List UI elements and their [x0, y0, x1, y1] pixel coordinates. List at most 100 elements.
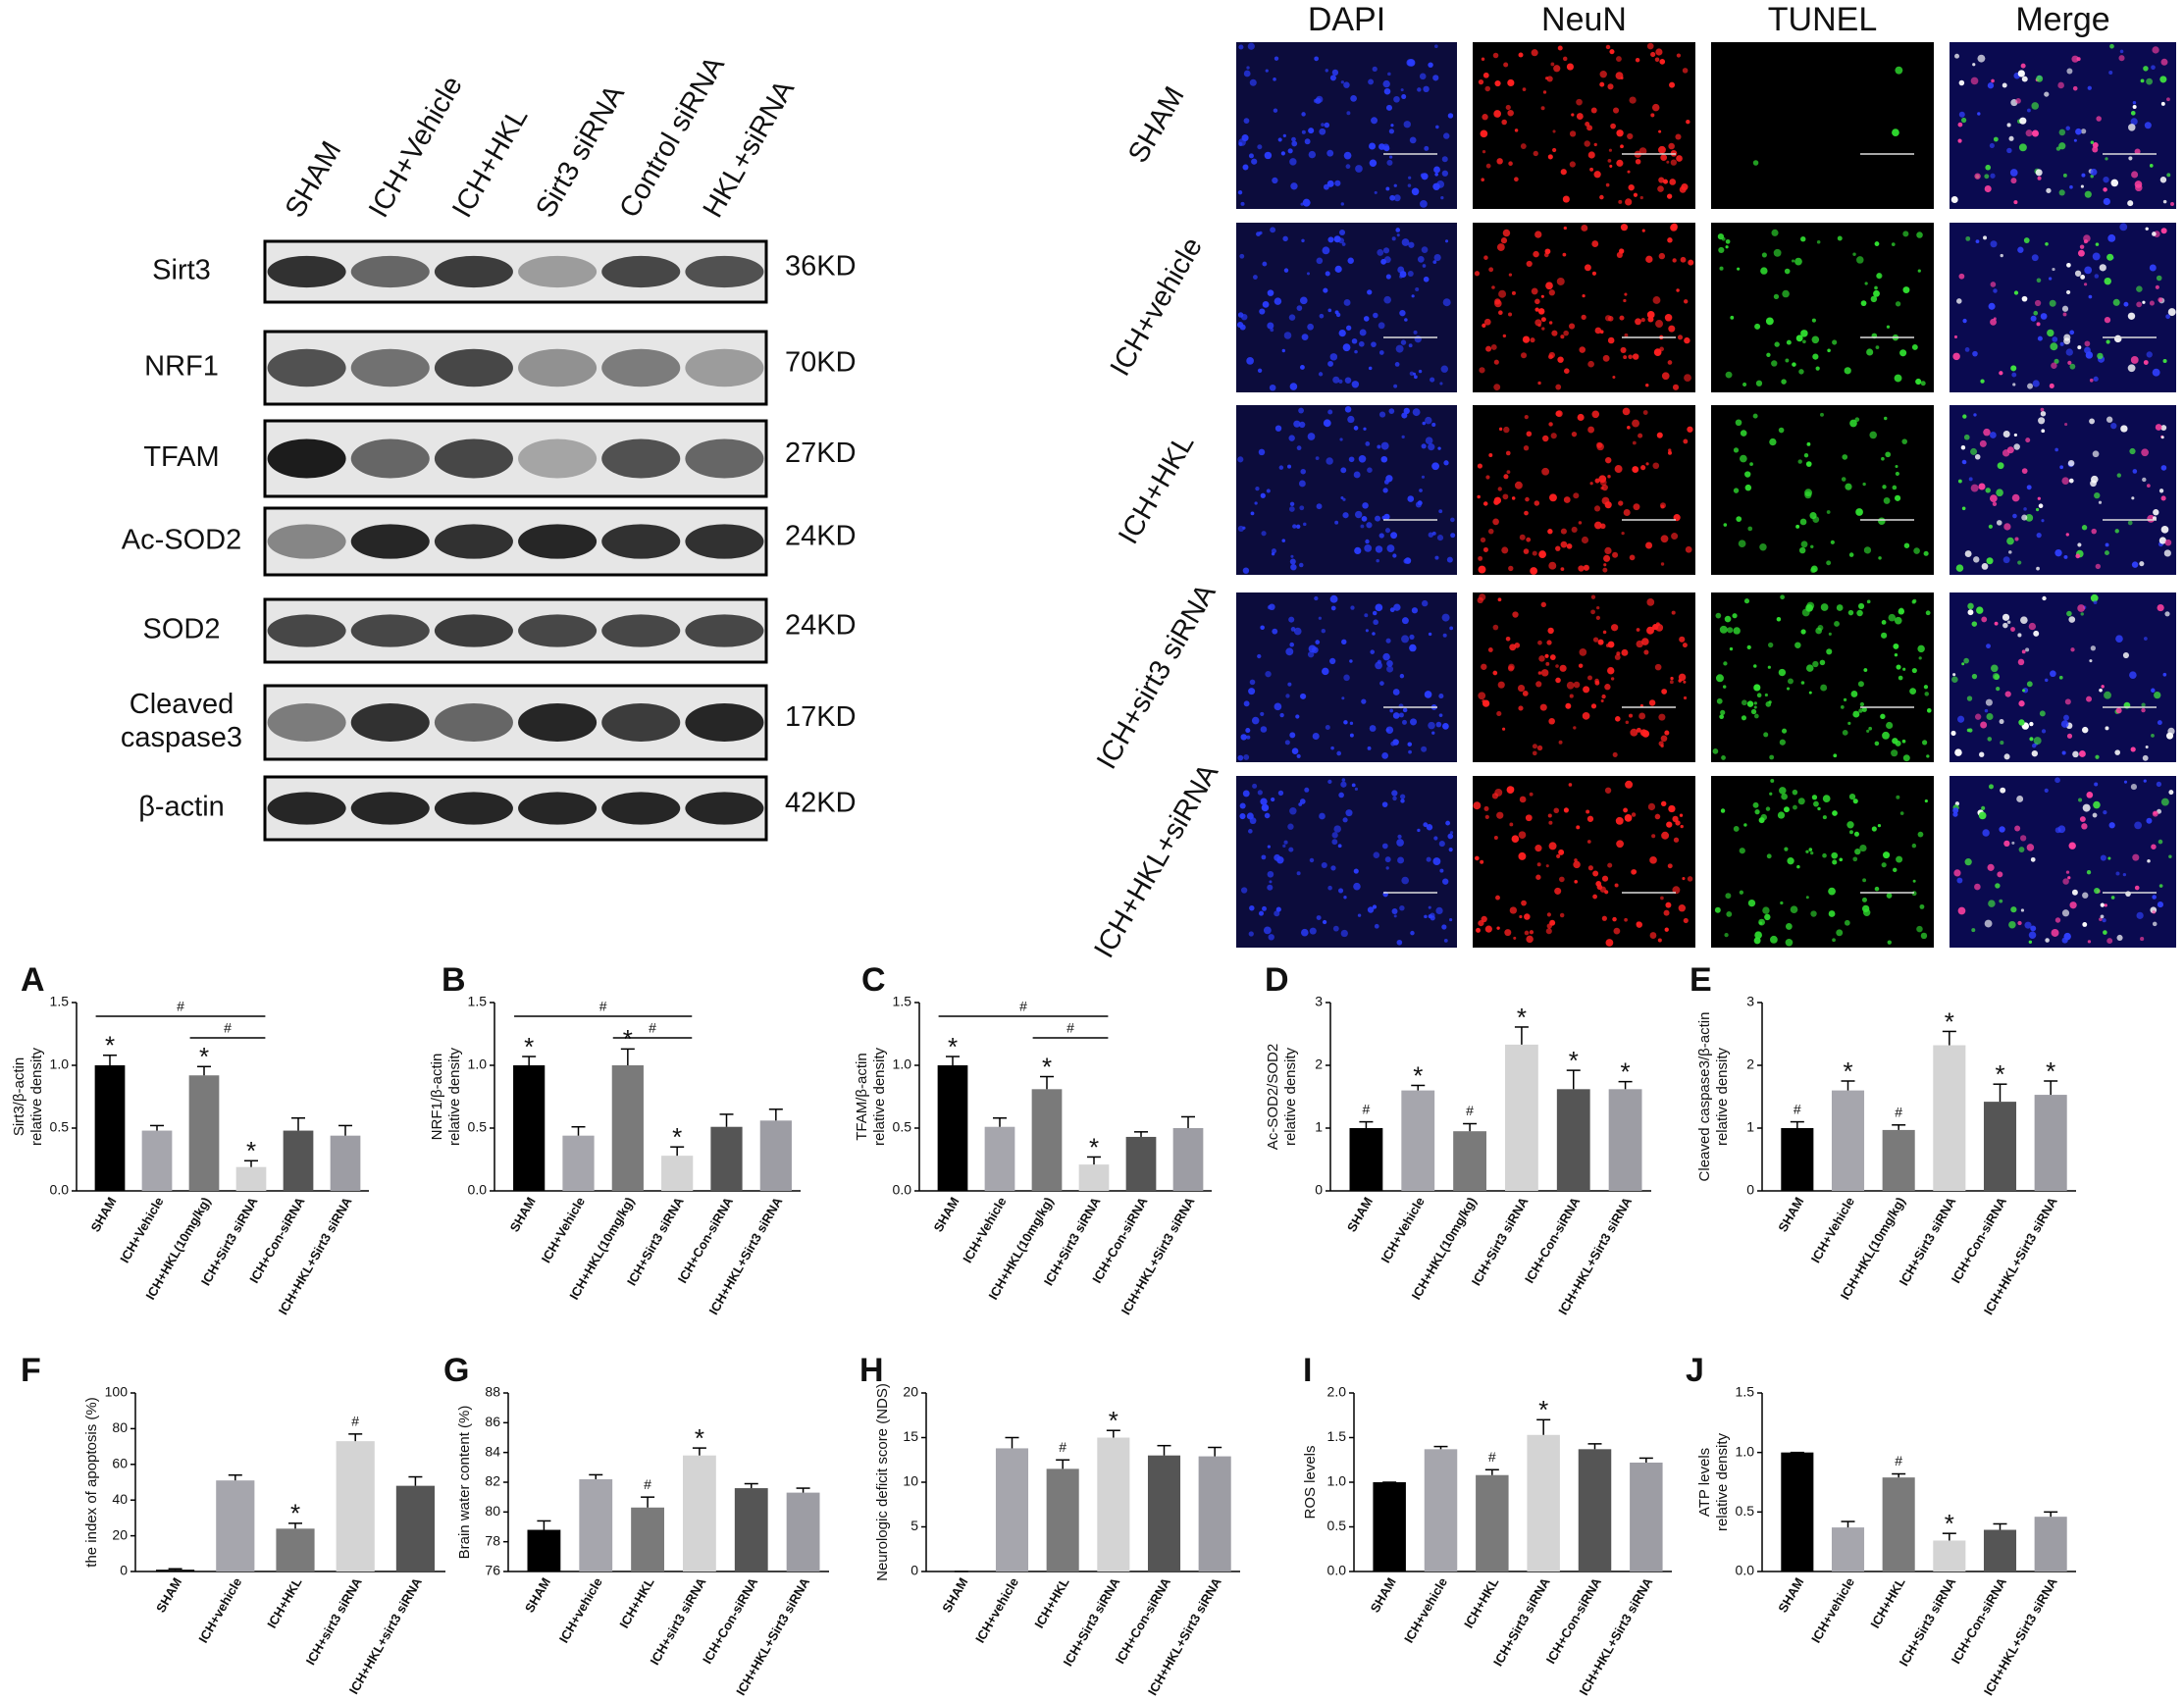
bar [216, 1480, 255, 1571]
cell [1488, 453, 1493, 458]
cell [1336, 750, 1342, 756]
cell [1540, 106, 1545, 111]
cell [1979, 439, 1987, 447]
cell [1746, 644, 1751, 650]
bar [1198, 1456, 1231, 1571]
significance-marker: * [105, 1031, 115, 1060]
blot-band [267, 348, 346, 387]
cell [1625, 720, 1630, 725]
cell [2011, 841, 2015, 845]
cell [1446, 556, 1453, 563]
cell [1399, 904, 1405, 911]
cell [1277, 790, 1284, 797]
cell [1562, 56, 1568, 62]
cell [1401, 617, 1409, 625]
cell [1329, 353, 1338, 361]
cell [1524, 510, 1529, 516]
cell [1400, 798, 1405, 803]
bar [1781, 1452, 1814, 1571]
x-tick-label: SHAM [87, 1195, 119, 1235]
cell [1774, 341, 1780, 347]
cell [2142, 754, 2149, 761]
cell [1421, 746, 1428, 752]
cell [1895, 301, 1901, 307]
cell [1545, 928, 1552, 935]
cell [2162, 672, 2167, 677]
cell [1915, 378, 1922, 386]
cell [1562, 195, 1570, 203]
cell [1725, 245, 1729, 249]
cell [1312, 733, 1320, 741]
cell [2071, 55, 2079, 63]
cell [1997, 871, 2003, 878]
cell [2104, 691, 2111, 699]
cell [2000, 741, 2004, 746]
cell [2066, 610, 2072, 617]
cell [1296, 305, 1303, 311]
cell [1668, 142, 1675, 150]
x-tick-label: ICH+Con-siRNA [1113, 1574, 1174, 1666]
cell [1643, 649, 1649, 655]
cell [1990, 240, 1998, 248]
column-header: DAPI [1308, 1, 1385, 38]
bar [611, 1065, 644, 1191]
cell [1319, 313, 1325, 319]
cell [1384, 856, 1391, 863]
cell [1259, 910, 1265, 916]
cell [1321, 861, 1327, 869]
cell [1331, 832, 1338, 839]
cell [1264, 151, 1273, 160]
cell [1395, 228, 1401, 232]
cell [1766, 352, 1771, 357]
cell [1754, 323, 1761, 330]
cell [1603, 563, 1607, 567]
cell [2144, 122, 2152, 129]
cell [2031, 129, 2039, 137]
cell [2002, 622, 2008, 629]
cell [1265, 670, 1272, 678]
cell [1299, 421, 1306, 429]
cell [1484, 925, 1492, 933]
cell [1844, 367, 1851, 375]
cell [2066, 733, 2073, 739]
cell [1963, 434, 1970, 440]
cell [2170, 201, 2174, 206]
cell [2168, 854, 2172, 859]
cell [1811, 318, 1816, 323]
cell [2105, 726, 2109, 731]
cell [1283, 840, 1288, 845]
cell [1529, 792, 1534, 797]
cell [1481, 57, 1485, 62]
cell [1740, 430, 1747, 437]
blot-band [267, 614, 346, 647]
cell [1625, 198, 1633, 206]
cell [1337, 888, 1344, 894]
cell [1526, 935, 1534, 944]
cell [1718, 246, 1725, 254]
cell [1493, 496, 1502, 504]
cell [1323, 287, 1328, 293]
cell [1842, 729, 1848, 736]
blot-band [601, 703, 681, 742]
cell [2059, 341, 2064, 346]
cell [1417, 87, 1422, 92]
cell [1300, 202, 1304, 206]
cell [2057, 81, 2064, 89]
cell [1812, 353, 1819, 360]
cell [1254, 501, 1258, 505]
cell [1602, 630, 1607, 635]
cell [1289, 807, 1297, 815]
bar [1933, 1540, 1966, 1571]
cell [1351, 337, 1358, 344]
cell [2027, 383, 2034, 389]
cell [1565, 702, 1572, 709]
cell [2157, 603, 2164, 612]
cell [1346, 325, 1352, 331]
y-tick-label: 0.0 [893, 1182, 912, 1198]
cell [1676, 155, 1683, 162]
cell [1686, 120, 1690, 125]
blot-band [434, 348, 513, 387]
cell [1648, 699, 1656, 706]
cell [1260, 711, 1265, 717]
cell [1687, 426, 1693, 433]
